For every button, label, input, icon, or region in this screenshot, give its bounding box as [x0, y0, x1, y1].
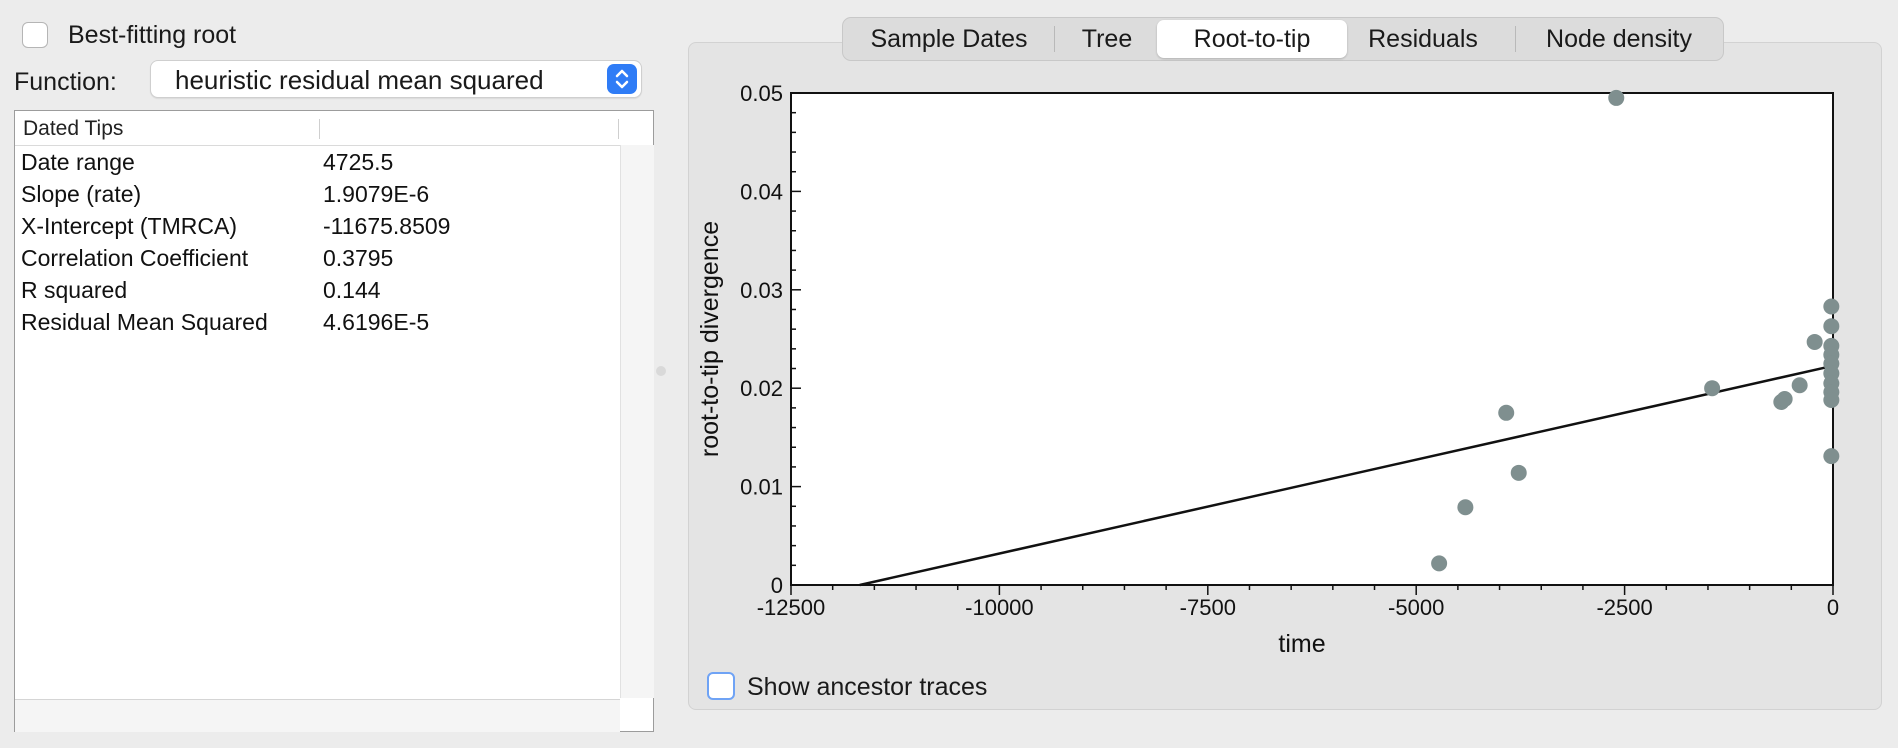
tab-root-to-tip[interactable]: Root-to-tip [1157, 20, 1347, 58]
best-fitting-root-label: Best-fitting root [68, 21, 237, 49]
data-point [1498, 404, 1515, 421]
view-tabs: Sample Dates Tree Root-to-tip Residuals … [842, 17, 1724, 61]
split-pane-handle[interactable] [654, 362, 668, 380]
statistics-table: Dated Tips Date range 4725.5 Slope (rate) 1… [14, 110, 654, 732]
horizontal-scrollbar[interactable] [15, 699, 620, 732]
function-label: Function: [14, 68, 117, 96]
row-value: 0.144 [323, 277, 381, 303]
x-tick-label: -5000 [1388, 595, 1444, 620]
plot-area [790, 92, 1834, 586]
tab-label: Node density [1546, 25, 1692, 53]
x-tick-label: -2500 [1596, 595, 1652, 620]
data-point [1791, 377, 1808, 394]
table-row: Residual Mean Squared 4.6196E-5 [15, 307, 620, 339]
table-row: R squared 0.144 [15, 275, 620, 307]
row-key: Residual Mean Squared [21, 309, 268, 335]
x-tick-label: -12500 [757, 595, 826, 620]
data-point [1806, 333, 1823, 350]
show-ancestor-traces-checkbox[interactable] [707, 672, 735, 700]
row-key: Correlation Coefficient [21, 245, 249, 271]
data-point [1608, 89, 1625, 106]
function-select-value: heuristic residual mean squared [175, 65, 544, 95]
data-point [1823, 318, 1840, 335]
y-tick-label: 0.05 [740, 81, 783, 106]
row-value: -11675.8509 [323, 213, 451, 239]
y-tick-label: 0.04 [740, 179, 783, 204]
regression-line [859, 364, 1834, 587]
tab-tree[interactable]: Tree [1057, 21, 1157, 57]
vertical-scrollbar[interactable] [620, 145, 654, 698]
select-stepper-icon [607, 64, 637, 94]
x-tick-label: 0 [1827, 595, 1839, 620]
x-tick-label: -10000 [965, 595, 1034, 620]
tab-label: Root-to-tip [1193, 25, 1311, 53]
tab-residuals[interactable]: Residuals [1353, 21, 1493, 57]
data-point [1823, 392, 1840, 409]
row-key: Slope (rate) [21, 181, 142, 207]
tab-separator [1515, 26, 1516, 52]
column-divider [618, 119, 619, 139]
best-fitting-root-checkbox[interactable] [22, 22, 48, 48]
y-tick-label: 0.02 [740, 376, 783, 401]
y-tick-label: 0 [771, 573, 783, 598]
data-point [1704, 380, 1721, 397]
data-point [1823, 298, 1840, 315]
tab-sample-dates[interactable]: Sample Dates [849, 21, 1049, 57]
row-value: 1.9079E-6 [323, 181, 430, 207]
row-value: 0.3795 [323, 245, 394, 271]
y-tick-label: 0.01 [740, 475, 783, 500]
table-header: Dated Tips [15, 111, 620, 146]
table-row: Date range 4725.5 [15, 147, 620, 179]
table-row: X-Intercept (TMRCA) -11675.8509 [15, 211, 620, 243]
data-point [1431, 555, 1448, 572]
y-axis-label: root-to-tip divergence [696, 221, 724, 457]
column-divider [319, 119, 320, 139]
tab-separator [1054, 26, 1055, 52]
row-key: R squared [21, 277, 128, 303]
tab-label: Tree [1081, 25, 1133, 53]
table-header-label: Dated Tips [23, 117, 124, 140]
data-point [1776, 391, 1793, 408]
root-to-tip-chart: 0 0.01 0.02 0.03 0.04 0.05 -12500 -10000 -7500 -… [696, 81, 1840, 658]
table-row: Slope (rate) 1.9079E-6 [15, 179, 620, 211]
row-value: 4.6196E-5 [323, 309, 430, 335]
data-point [1823, 448, 1840, 465]
data-point [1510, 464, 1527, 481]
tab-node-density[interactable]: Node density [1519, 21, 1719, 57]
row-key: Date range [21, 149, 135, 175]
row-value: 4725.5 [323, 149, 394, 175]
row-key: X-Intercept (TMRCA) [21, 213, 237, 239]
x-axis-label: time [1278, 630, 1325, 658]
x-tick-label: -7500 [1180, 595, 1236, 620]
table-row: Correlation Coefficient 0.3795 [15, 243, 620, 275]
y-tick-label: 0.03 [740, 278, 783, 303]
tab-label: Residuals [1368, 25, 1478, 53]
tab-label: Sample Dates [870, 25, 1028, 53]
data-point [1457, 499, 1474, 516]
function-select[interactable]: heuristic residual mean squared [150, 60, 642, 98]
show-ancestor-traces-label: Show ancestor traces [747, 673, 988, 701]
